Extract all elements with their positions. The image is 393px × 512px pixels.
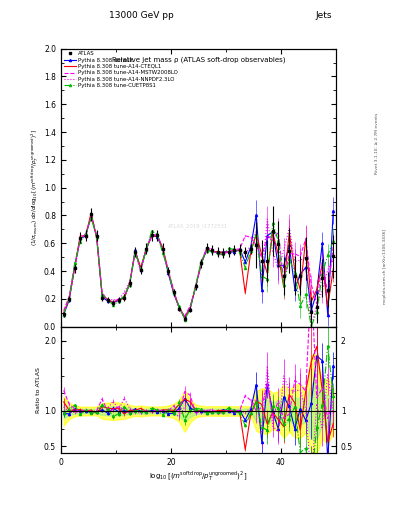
Text: Jets: Jets [316, 11, 332, 20]
Text: Rivet 3.1.10; ≥ 2.7M events: Rivet 3.1.10; ≥ 2.7M events [375, 113, 379, 174]
Legend: ATLAS, Pythia 8.308 default, Pythia 8.308 tune-A14-CTEQL1, Pythia 8.308 tune-A14: ATLAS, Pythia 8.308 default, Pythia 8.30… [62, 50, 178, 89]
Y-axis label: $(1/\sigma_{\rm resum})$ $d\sigma/d\log_{10}[(m^{\rm soft\,drop}/p_T^{\rm ungroo: $(1/\sigma_{\rm resum})$ $d\sigma/d\log_… [30, 129, 41, 246]
Text: mcplots.cern.ch [arXiv:1306.3436]: mcplots.cern.ch [arXiv:1306.3436] [383, 229, 387, 304]
Text: Relative jet mass ρ (ATLAS soft-drop observables): Relative jet mass ρ (ATLAS soft-drop obs… [112, 57, 285, 63]
Text: ATLAS_2019_I1772531: ATLAS_2019_I1772531 [168, 224, 229, 229]
Y-axis label: Ratio to ATLAS: Ratio to ATLAS [36, 367, 41, 413]
Text: 13000 GeV pp: 13000 GeV pp [109, 11, 174, 20]
X-axis label: $\log_{10}[(m^{\rm soft\,drop}/p_T^{\rm ungroomed})^2]$: $\log_{10}[(m^{\rm soft\,drop}/p_T^{\rm … [149, 470, 248, 483]
